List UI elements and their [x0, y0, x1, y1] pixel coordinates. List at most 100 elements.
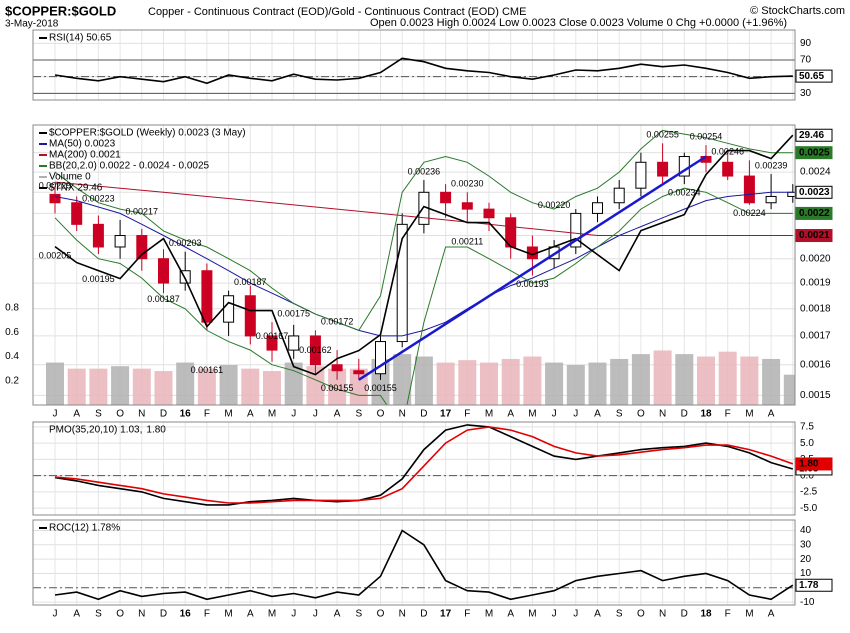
panel-frame	[32, 421, 796, 516]
x-tick-label: D	[160, 409, 167, 420]
candle-body	[288, 335, 300, 351]
panel-frame	[32, 29, 796, 101]
x-tick-label: D	[420, 609, 427, 620]
x-tick-label: A	[768, 609, 775, 620]
y-tick-label: 0.0016	[800, 359, 831, 370]
volume-bar	[566, 365, 585, 405]
series-line	[54, 57, 793, 85]
x-tick-label: J	[313, 409, 318, 420]
x-tick-label: 16	[180, 409, 192, 420]
volume-bar	[219, 365, 238, 405]
legend-label: $TNX 29.46	[49, 183, 103, 194]
series-line	[54, 426, 794, 504]
x-tick-label: F	[204, 609, 210, 620]
x-tick-label: A	[73, 409, 80, 420]
value-badge	[795, 128, 833, 142]
x-tick-label: A	[73, 609, 80, 620]
volume-bar	[740, 356, 759, 405]
candle-body	[158, 258, 169, 284]
x-tick-label: 18	[700, 409, 712, 420]
price-annotation: 0.00172	[321, 317, 354, 327]
x-tick-label: J	[53, 609, 58, 620]
x-tick-label: O	[377, 409, 385, 420]
x-tick-label: J	[552, 609, 557, 620]
value-badge	[795, 146, 833, 160]
volume-bar	[132, 368, 151, 405]
candle-body	[136, 235, 148, 260]
x-tick-label: A	[334, 409, 341, 420]
volume-bar	[783, 374, 795, 405]
x-tick-label: 17	[440, 409, 452, 420]
x-tick-label: A	[768, 409, 775, 420]
volume-bar	[328, 368, 347, 405]
trendline	[358, 155, 707, 381]
y-tick-label: 0.0018	[800, 303, 831, 314]
x-tick-label: N	[138, 609, 145, 620]
x-tick-label: O	[377, 609, 385, 620]
x-tick-label: J	[313, 609, 318, 620]
legend-label: ROC(12) 1.78%	[49, 523, 120, 534]
x-tick-label: D	[681, 609, 688, 620]
x-tick-label: F	[725, 609, 731, 620]
value-badge-label: 29.46	[799, 130, 824, 141]
volume-bar	[241, 368, 260, 405]
x-tick-label: N	[138, 409, 145, 420]
volume-bar	[111, 366, 130, 405]
volume-bar	[393, 354, 412, 405]
x-tick-label: J	[552, 409, 557, 420]
price-annotation: 0.00167	[256, 331, 289, 341]
value-badge	[795, 229, 833, 243]
volume-bar	[67, 368, 86, 405]
volume-bar	[414, 356, 433, 405]
x-tick-label: M	[528, 409, 536, 420]
candle-body	[483, 208, 495, 219]
x-tick-label: M	[528, 609, 536, 620]
candle-body	[92, 223, 104, 248]
volume-bar	[89, 368, 108, 405]
price-annotation: 0.00254	[690, 132, 723, 142]
value-badge-label: 0.0025	[799, 147, 830, 158]
y-tick-label: 90	[800, 38, 812, 49]
x-tick-label: O	[116, 609, 124, 620]
quote: Open 0.0023 High 0.0024 Low 0.0023 Close…	[370, 17, 787, 29]
price-annotation: 0.00193	[516, 279, 549, 289]
x-tick-label: J	[573, 609, 578, 620]
y-tick-label: 0.0019	[800, 278, 831, 289]
candle-body	[765, 195, 777, 204]
volume-bar	[263, 371, 281, 405]
value-badge	[795, 185, 833, 199]
x-tick-label: J	[573, 409, 578, 420]
x-tick-label: J	[291, 409, 296, 420]
value-badge-label: 0.0022	[799, 208, 830, 219]
candle-body	[201, 270, 213, 323]
legend-label: $COPPER:$GOLD (Weekly) 0.0023 (3 May)	[49, 128, 246, 139]
candle-body	[743, 175, 755, 204]
y-tick-label: 70	[800, 55, 812, 66]
series-line	[54, 181, 793, 236]
x-tick-label: O	[116, 409, 124, 420]
candle-body	[570, 212, 582, 248]
volume-bar	[46, 362, 64, 405]
x-tick-label: N	[659, 609, 666, 620]
price-annotation: 0.00161	[191, 365, 224, 375]
x-tick-label: F	[464, 609, 470, 620]
candle-body	[223, 295, 235, 323]
legend-label: 1.80	[146, 425, 166, 436]
value-badge-label: 0.0023	[799, 187, 830, 198]
candle-body	[440, 191, 452, 204]
series-line	[54, 129, 793, 332]
x-tick-label: A	[334, 609, 341, 620]
volume-bar	[653, 350, 672, 405]
x-tick-label: J	[53, 409, 58, 420]
y-tick-label: -2.5	[800, 487, 818, 498]
candle-body	[635, 161, 647, 189]
candle-body	[375, 341, 386, 375]
price-annotation: 0.00175	[277, 309, 310, 319]
price-annotation: 0.00223	[82, 193, 115, 203]
x-tick-label: M	[224, 609, 232, 620]
x-tick-label: M	[485, 609, 493, 620]
price-annotation: 0.00239	[755, 160, 788, 170]
x-tick-label: N	[399, 409, 406, 420]
x-tick-label: J	[291, 609, 296, 620]
